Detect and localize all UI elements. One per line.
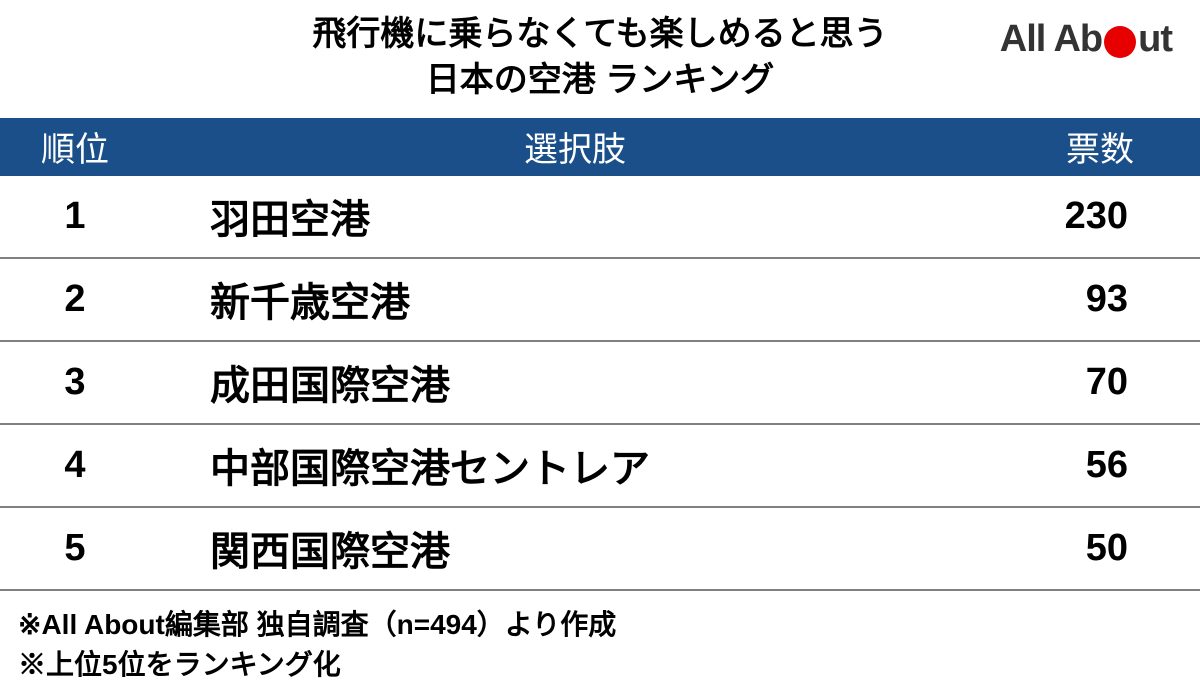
footnote-1: ※All About編集部 独自調査（n=494）より作成 <box>18 605 1200 646</box>
cell-option: 羽田空港 <box>150 187 1000 245</box>
logo-circle-icon <box>1104 26 1136 58</box>
cell-votes: 93 <box>1000 278 1200 321</box>
title-line-2: 日本の空港 ランキング <box>0 58 1200 104</box>
logo-text-after: ut <box>1138 18 1172 61</box>
cell-rank: 3 <box>0 361 150 404</box>
footnote-2: ※上位5位をランキング化 <box>18 645 1200 686</box>
header: 飛行機に乗らなくても楽しめると思う 日本の空港 ランキング All Ab ut <box>0 0 1200 118</box>
table-row: 1羽田空港230 <box>0 176 1200 259</box>
header-votes: 票数 <box>1000 122 1200 171</box>
cell-option: 関西国際空港 <box>150 519 1000 577</box>
cell-votes: 70 <box>1000 361 1200 404</box>
header-rank: 順位 <box>0 122 150 171</box>
cell-option: 成田国際空港 <box>150 353 1000 411</box>
cell-rank: 4 <box>0 444 150 487</box>
logo-text-before: All Ab <box>1000 18 1102 61</box>
cell-option: 中部国際空港セントレア <box>150 436 1000 494</box>
cell-rank: 1 <box>0 195 150 238</box>
table-row: 4中部国際空港セントレア56 <box>0 425 1200 508</box>
cell-option: 新千歳空港 <box>150 270 1000 328</box>
cell-votes: 56 <box>1000 444 1200 487</box>
table-body: 1羽田空港2302新千歳空港933成田国際空港704中部国際空港セントレア565… <box>0 176 1200 591</box>
table-row: 3成田国際空港70 <box>0 342 1200 425</box>
table-row: 2新千歳空港93 <box>0 259 1200 342</box>
table-header-row: 順位 選択肢 票数 <box>0 118 1200 176</box>
cell-rank: 5 <box>0 527 150 570</box>
cell-votes: 230 <box>1000 195 1200 238</box>
table-row: 5関西国際空港50 <box>0 508 1200 591</box>
cell-rank: 2 <box>0 278 150 321</box>
header-option: 選択肢 <box>150 122 1000 171</box>
footnotes: ※All About編集部 独自調査（n=494）より作成 ※上位5位をランキン… <box>0 591 1200 686</box>
cell-votes: 50 <box>1000 527 1200 570</box>
logo-allabout: All Ab ut <box>1000 18 1172 61</box>
